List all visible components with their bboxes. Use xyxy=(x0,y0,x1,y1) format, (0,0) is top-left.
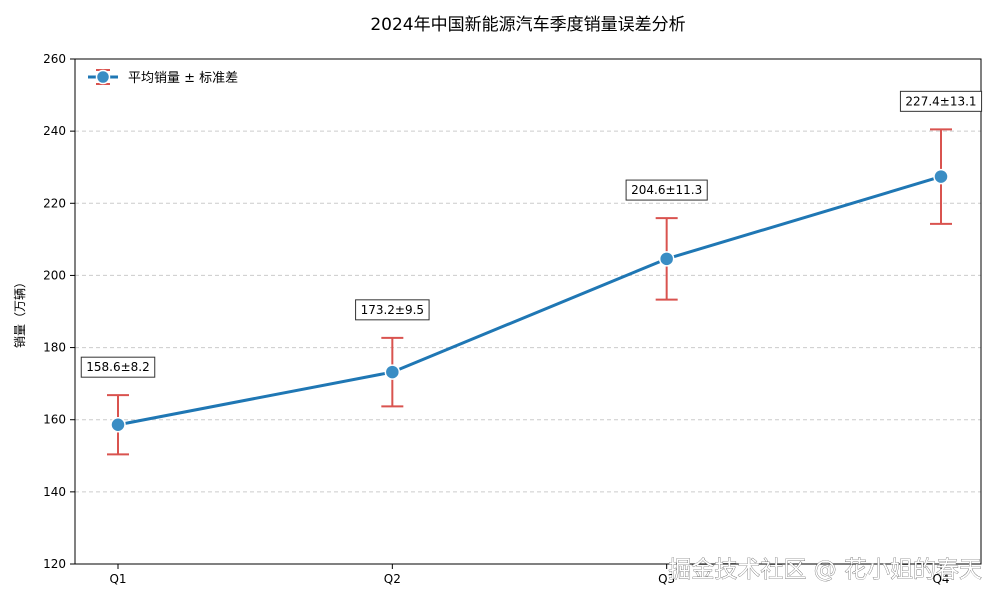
data-label-box xyxy=(899,90,983,112)
y-tick-label: 140 xyxy=(43,485,66,499)
series-layer xyxy=(107,128,952,456)
data-label-box xyxy=(80,356,156,378)
annotations: 158.6±8.2 173.2±9.5 204.6±11.3 227.4±13.1 xyxy=(80,90,983,378)
plot-frame xyxy=(74,58,982,565)
gridlines xyxy=(75,130,981,493)
y-tick-label: 240 xyxy=(43,124,66,138)
watermark: 掘金技术社区 @ 花小姐的春天 xyxy=(668,557,982,583)
y-tick-label: 260 xyxy=(43,52,66,66)
data-point xyxy=(384,364,401,380)
data-point xyxy=(933,168,949,185)
y-tick-label: 200 xyxy=(43,268,66,282)
y-tick-label: 180 xyxy=(43,341,66,355)
legend-marker-swatch xyxy=(95,69,111,85)
data-label-box xyxy=(355,299,430,321)
y-tick-label: 220 xyxy=(43,196,66,210)
legend-label: 平均销量 ± 标准差 xyxy=(128,71,238,86)
y-tick-label: 160 xyxy=(43,413,66,427)
data-point xyxy=(110,417,126,433)
data-label-text: 173.2±9.5 xyxy=(361,303,425,317)
data-label: 158.6±8.2 xyxy=(80,356,156,378)
x-tick-label: Q4 xyxy=(932,572,949,586)
x-tick-label: Q3 xyxy=(658,572,675,586)
legend: 平均销量 ± 标准差 xyxy=(88,69,238,86)
y-axis-label: 销量（万辆） xyxy=(13,276,27,348)
data-label-text: 204.6±11.3 xyxy=(631,183,702,197)
axes: 120 140 160 180 200 220 240 260 Q1 Q2 Q3 Q4 xyxy=(43,52,982,586)
data-label-text: 227.4±13.1 xyxy=(905,94,976,108)
y-tick-label: 120 xyxy=(43,557,66,571)
x-tick-label: Q1 xyxy=(109,572,126,586)
data-label-text: 158.6±8.2 xyxy=(86,360,150,374)
series-line xyxy=(117,175,942,427)
x-tick-label: Q2 xyxy=(384,572,401,586)
data-label: 204.6±11.3 xyxy=(625,179,708,201)
data-label: 227.4±13.1 xyxy=(899,90,983,112)
data-point xyxy=(658,251,675,267)
chart-title: 2024年中国新能源汽车季度销量误差分析 xyxy=(370,15,685,35)
data-label: 173.2±9.5 xyxy=(355,299,430,321)
data-label-box xyxy=(625,179,708,201)
